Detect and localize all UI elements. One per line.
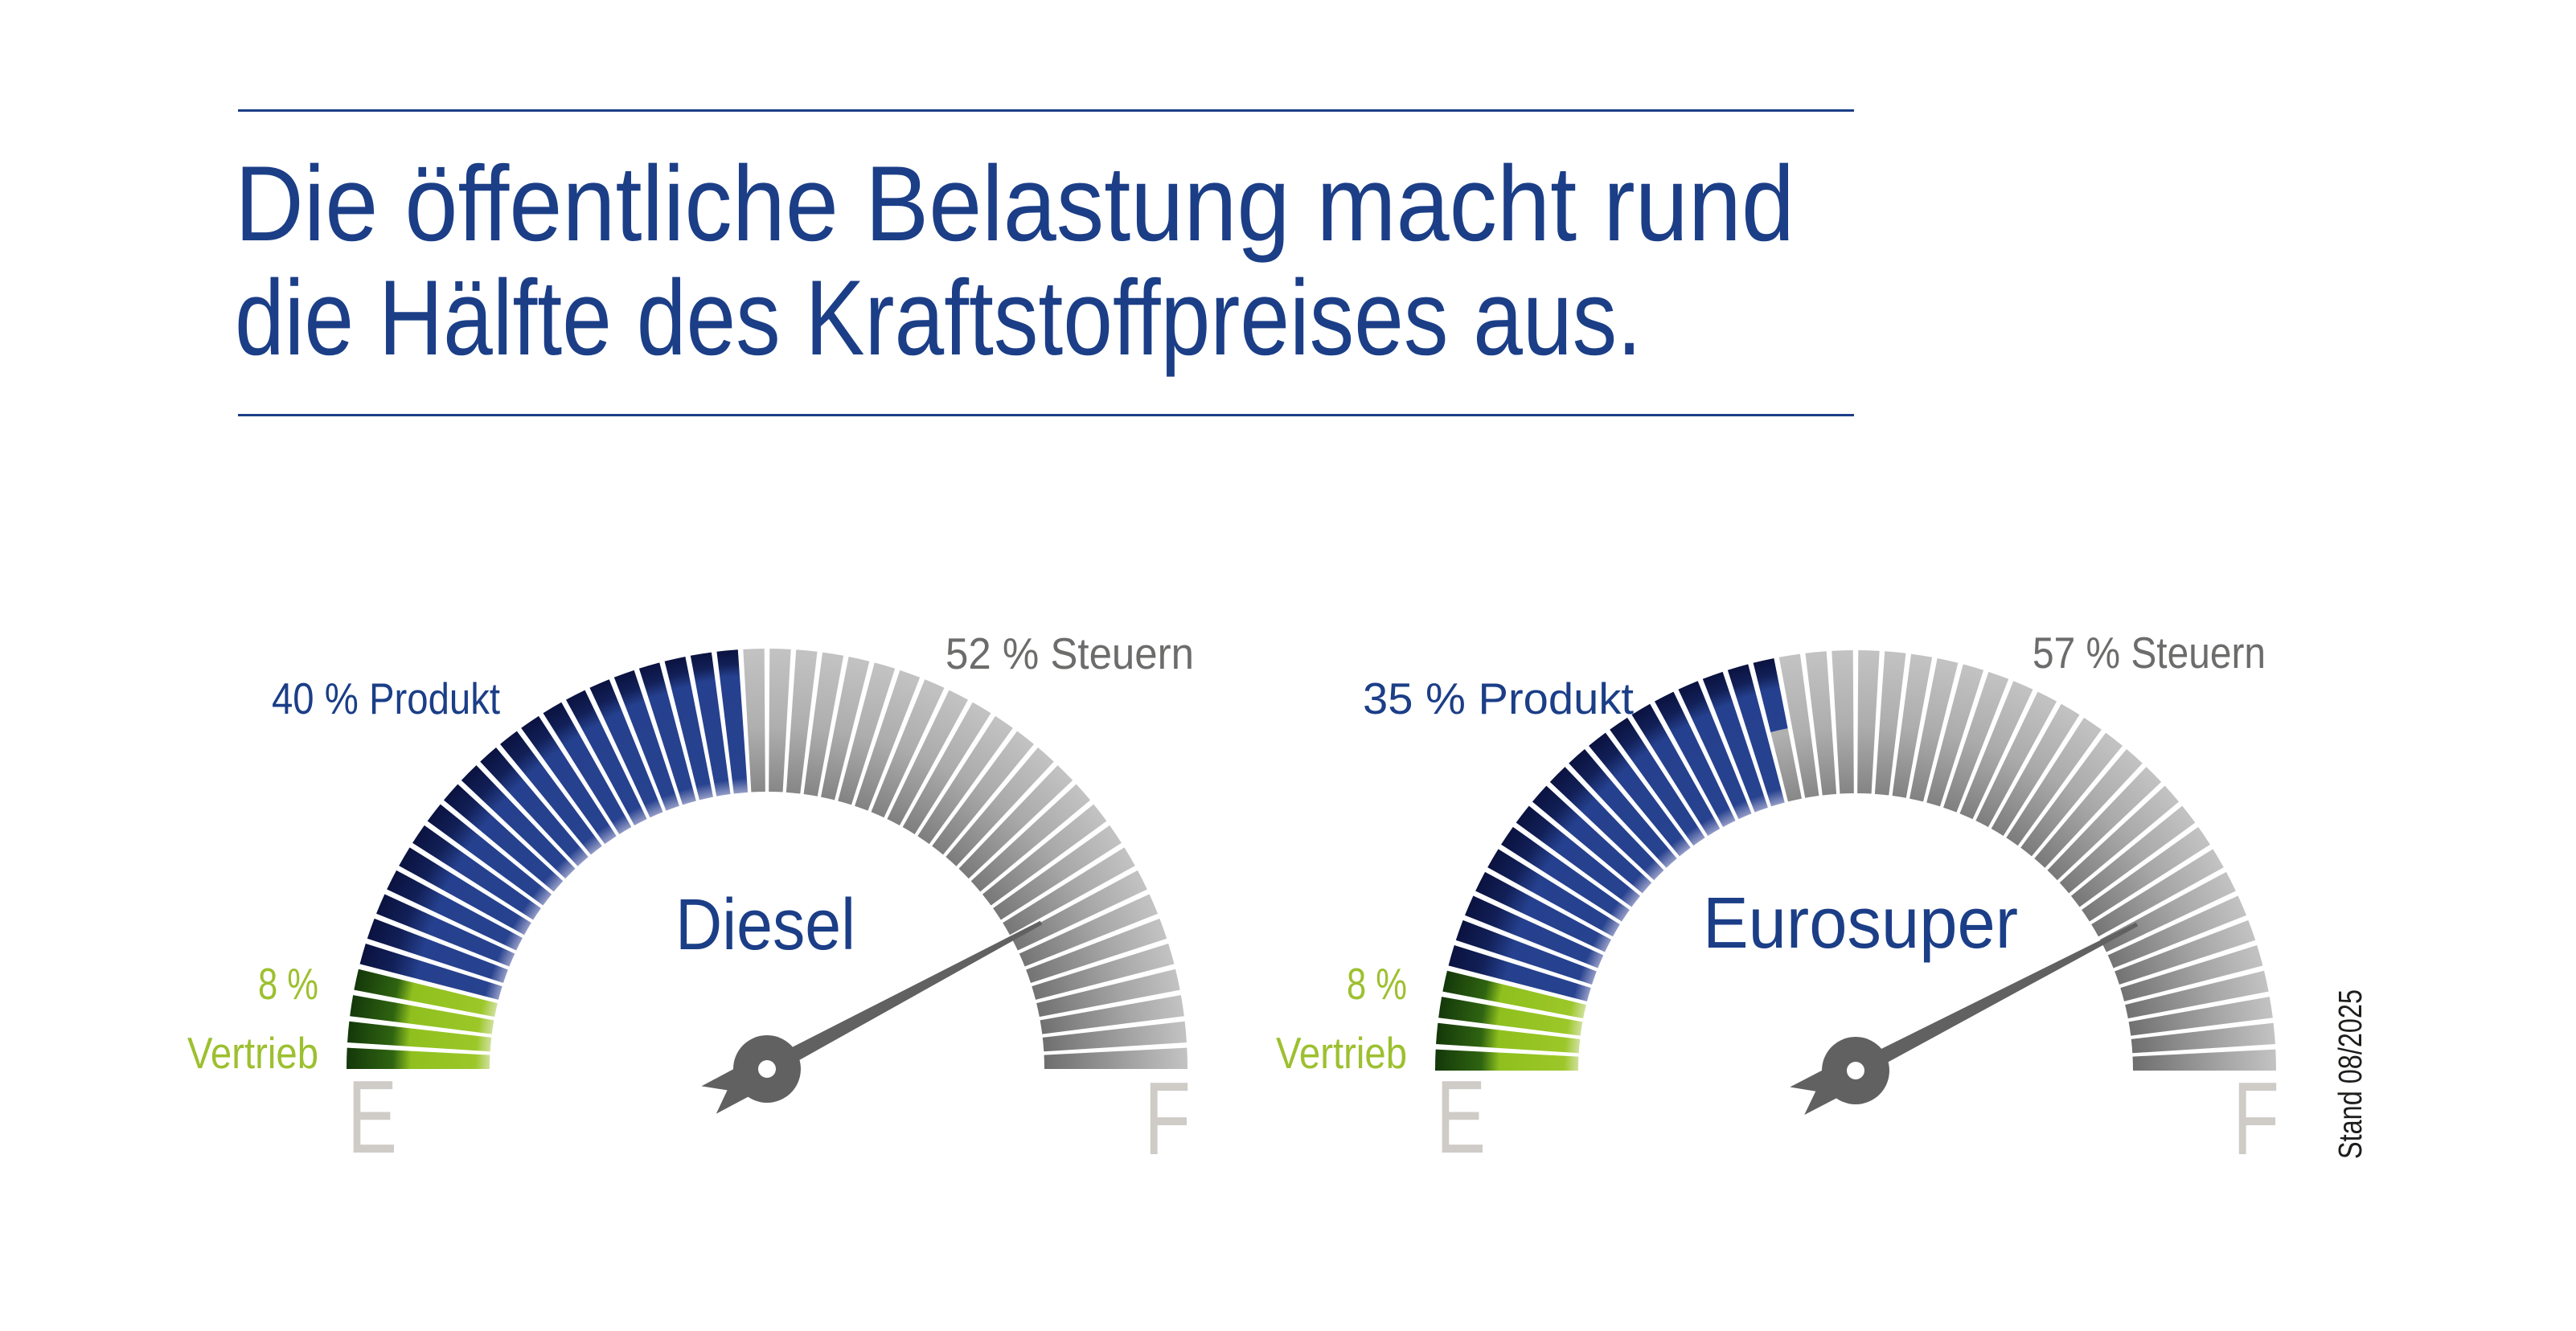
svg-text:E: E [1436, 1059, 1486, 1175]
svg-text:Diesel: Diesel [675, 885, 855, 965]
svg-text:8 %: 8 % [258, 959, 318, 1009]
svg-text:Vertrieb: Vertrieb [1276, 1028, 1407, 1078]
svg-text:F: F [2233, 1061, 2279, 1177]
svg-text:35 % Produkt: 35 % Produkt [1363, 674, 1634, 723]
svg-text:die Hälfte des Kraftstoffpreis: die Hälfte des Kraftstoffpreises aus. [235, 259, 1642, 378]
svg-text:Eurosuper: Eurosuper [1703, 883, 2018, 964]
svg-text:8 %: 8 % [1347, 959, 1407, 1009]
svg-text:52 % Steuern: 52 % Steuern [945, 629, 1194, 678]
svg-text:E: E [347, 1059, 397, 1175]
svg-text:Stand 08/2025: Stand 08/2025 [2332, 989, 2369, 1159]
svg-text:Die öffentliche Belastung mach: Die öffentliche Belastung macht rund [235, 145, 1795, 264]
svg-text:57 % Steuern: 57 % Steuern [2032, 628, 2266, 678]
svg-text:F: F [1144, 1061, 1191, 1177]
svg-text:40 % Produkt: 40 % Produkt [272, 674, 500, 723]
svg-text:Vertrieb: Vertrieb [187, 1028, 318, 1078]
